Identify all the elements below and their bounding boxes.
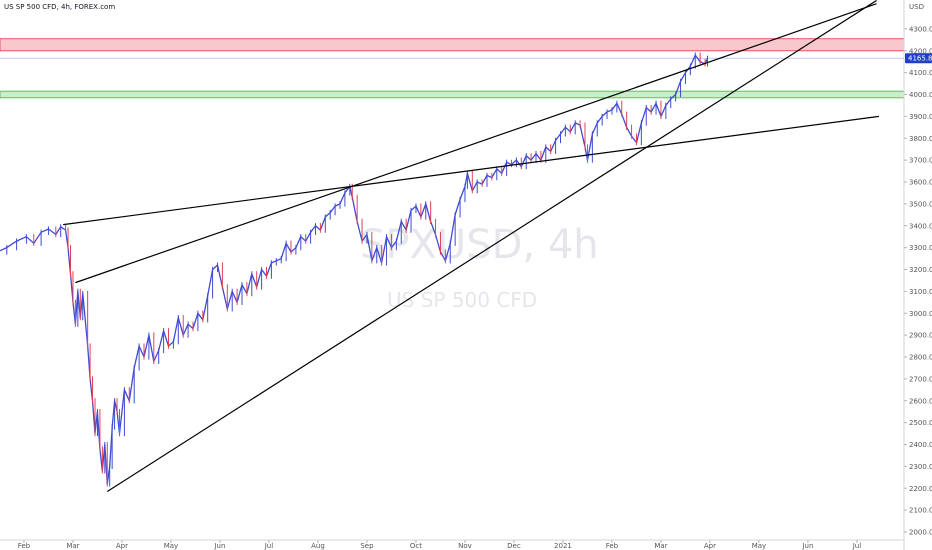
y-tick-label: 2000.0 <box>909 529 932 537</box>
y-tick-label: 2900.0 <box>909 332 932 340</box>
x-tick-label: Feb <box>18 542 31 550</box>
y-tick-label: 3600.0 <box>909 179 932 187</box>
x-tick-label: 2021 <box>554 542 572 550</box>
x-tick-label: Jun <box>801 542 813 550</box>
x-tick-label: Jul <box>264 542 274 550</box>
y-tick-label: 4300.0 <box>909 25 932 33</box>
x-tick-label: Apr <box>704 542 716 550</box>
x-tick-label: Jul <box>852 542 862 550</box>
x-tick-label: Mar <box>654 542 667 550</box>
y-tick-label: 2700.0 <box>909 375 932 383</box>
last-price-tag-bg <box>905 53 932 64</box>
support-zone <box>0 90 905 99</box>
x-tick-label: May <box>752 542 766 550</box>
y-tick-label: 3300.0 <box>909 244 932 252</box>
y-axis-ticks: 4300.0 4200.0 4100.0 4000.0 3900.0 3800.0 3700… <box>904 25 932 537</box>
last-price-tag: 4165.8 <box>905 53 932 64</box>
y-tick-label: 2400.0 <box>909 441 932 449</box>
y-tick-label: 3100.0 <box>909 288 932 296</box>
y-tick-label: 3200.0 <box>909 266 932 274</box>
y-tick-label: 2100.0 <box>909 507 932 515</box>
watermark-symbol: SPXUSD, 4h <box>360 222 599 268</box>
trendlines-layer[interactable] <box>63 0 880 493</box>
trendline[interactable] <box>75 3 877 284</box>
y-tick-label: 2500.0 <box>909 419 932 427</box>
y-tick-label: 3700.0 <box>909 157 932 165</box>
y-tick-label: 2300.0 <box>909 463 932 471</box>
x-tick-label: Feb <box>606 542 619 550</box>
x-tick-label: Oct <box>410 542 422 550</box>
x-tick-label: Jun <box>213 542 225 550</box>
y-tick-label: 2600.0 <box>909 397 932 405</box>
price-series-layer <box>0 52 709 487</box>
resistance-zone <box>0 38 905 52</box>
y-tick-label: 3900.0 <box>909 113 932 121</box>
y-tick-label: 4000.0 <box>909 91 932 99</box>
price-series-line <box>0 54 709 485</box>
x-axis-ticks: Feb Mar Apr May Jun Jul Aug Sep Oct Nov Dec 2021 Feb… <box>18 540 861 550</box>
zones-layer <box>0 38 905 99</box>
y-tick-label: 3400.0 <box>909 222 932 230</box>
x-tick-label: Sep <box>360 542 374 550</box>
usd-currency-label[interactable]: USD <box>909 3 924 11</box>
x-tick-label: Apr <box>116 542 128 550</box>
y-tick-label: 4100.0 <box>909 69 932 77</box>
x-tick-label: Nov <box>458 542 472 550</box>
y-tick-label: 4200.0 <box>909 47 932 55</box>
x-tick-label: May <box>164 542 178 550</box>
last-price-tag-label: 4165.8 <box>908 55 932 63</box>
y-tick-label: 3000.0 <box>909 310 932 318</box>
chart-title: US SP 500 CFD, 4h, FOREX.com <box>4 3 115 11</box>
trendline[interactable] <box>106 0 877 493</box>
y-tick-label: 2200.0 <box>909 485 932 493</box>
y-tick-label: 3500.0 <box>909 200 932 208</box>
x-tick-label: Mar <box>66 542 79 550</box>
trendline[interactable] <box>63 115 880 226</box>
x-tick-label: Dec <box>507 542 521 550</box>
currency-label: USD <box>909 3 924 11</box>
y-tick-label: 3800.0 <box>909 135 932 143</box>
x-tick-label: Aug <box>311 542 325 550</box>
y-tick-label: 2800.0 <box>909 354 932 362</box>
watermark-description: US SP 500 CFD <box>387 288 537 312</box>
